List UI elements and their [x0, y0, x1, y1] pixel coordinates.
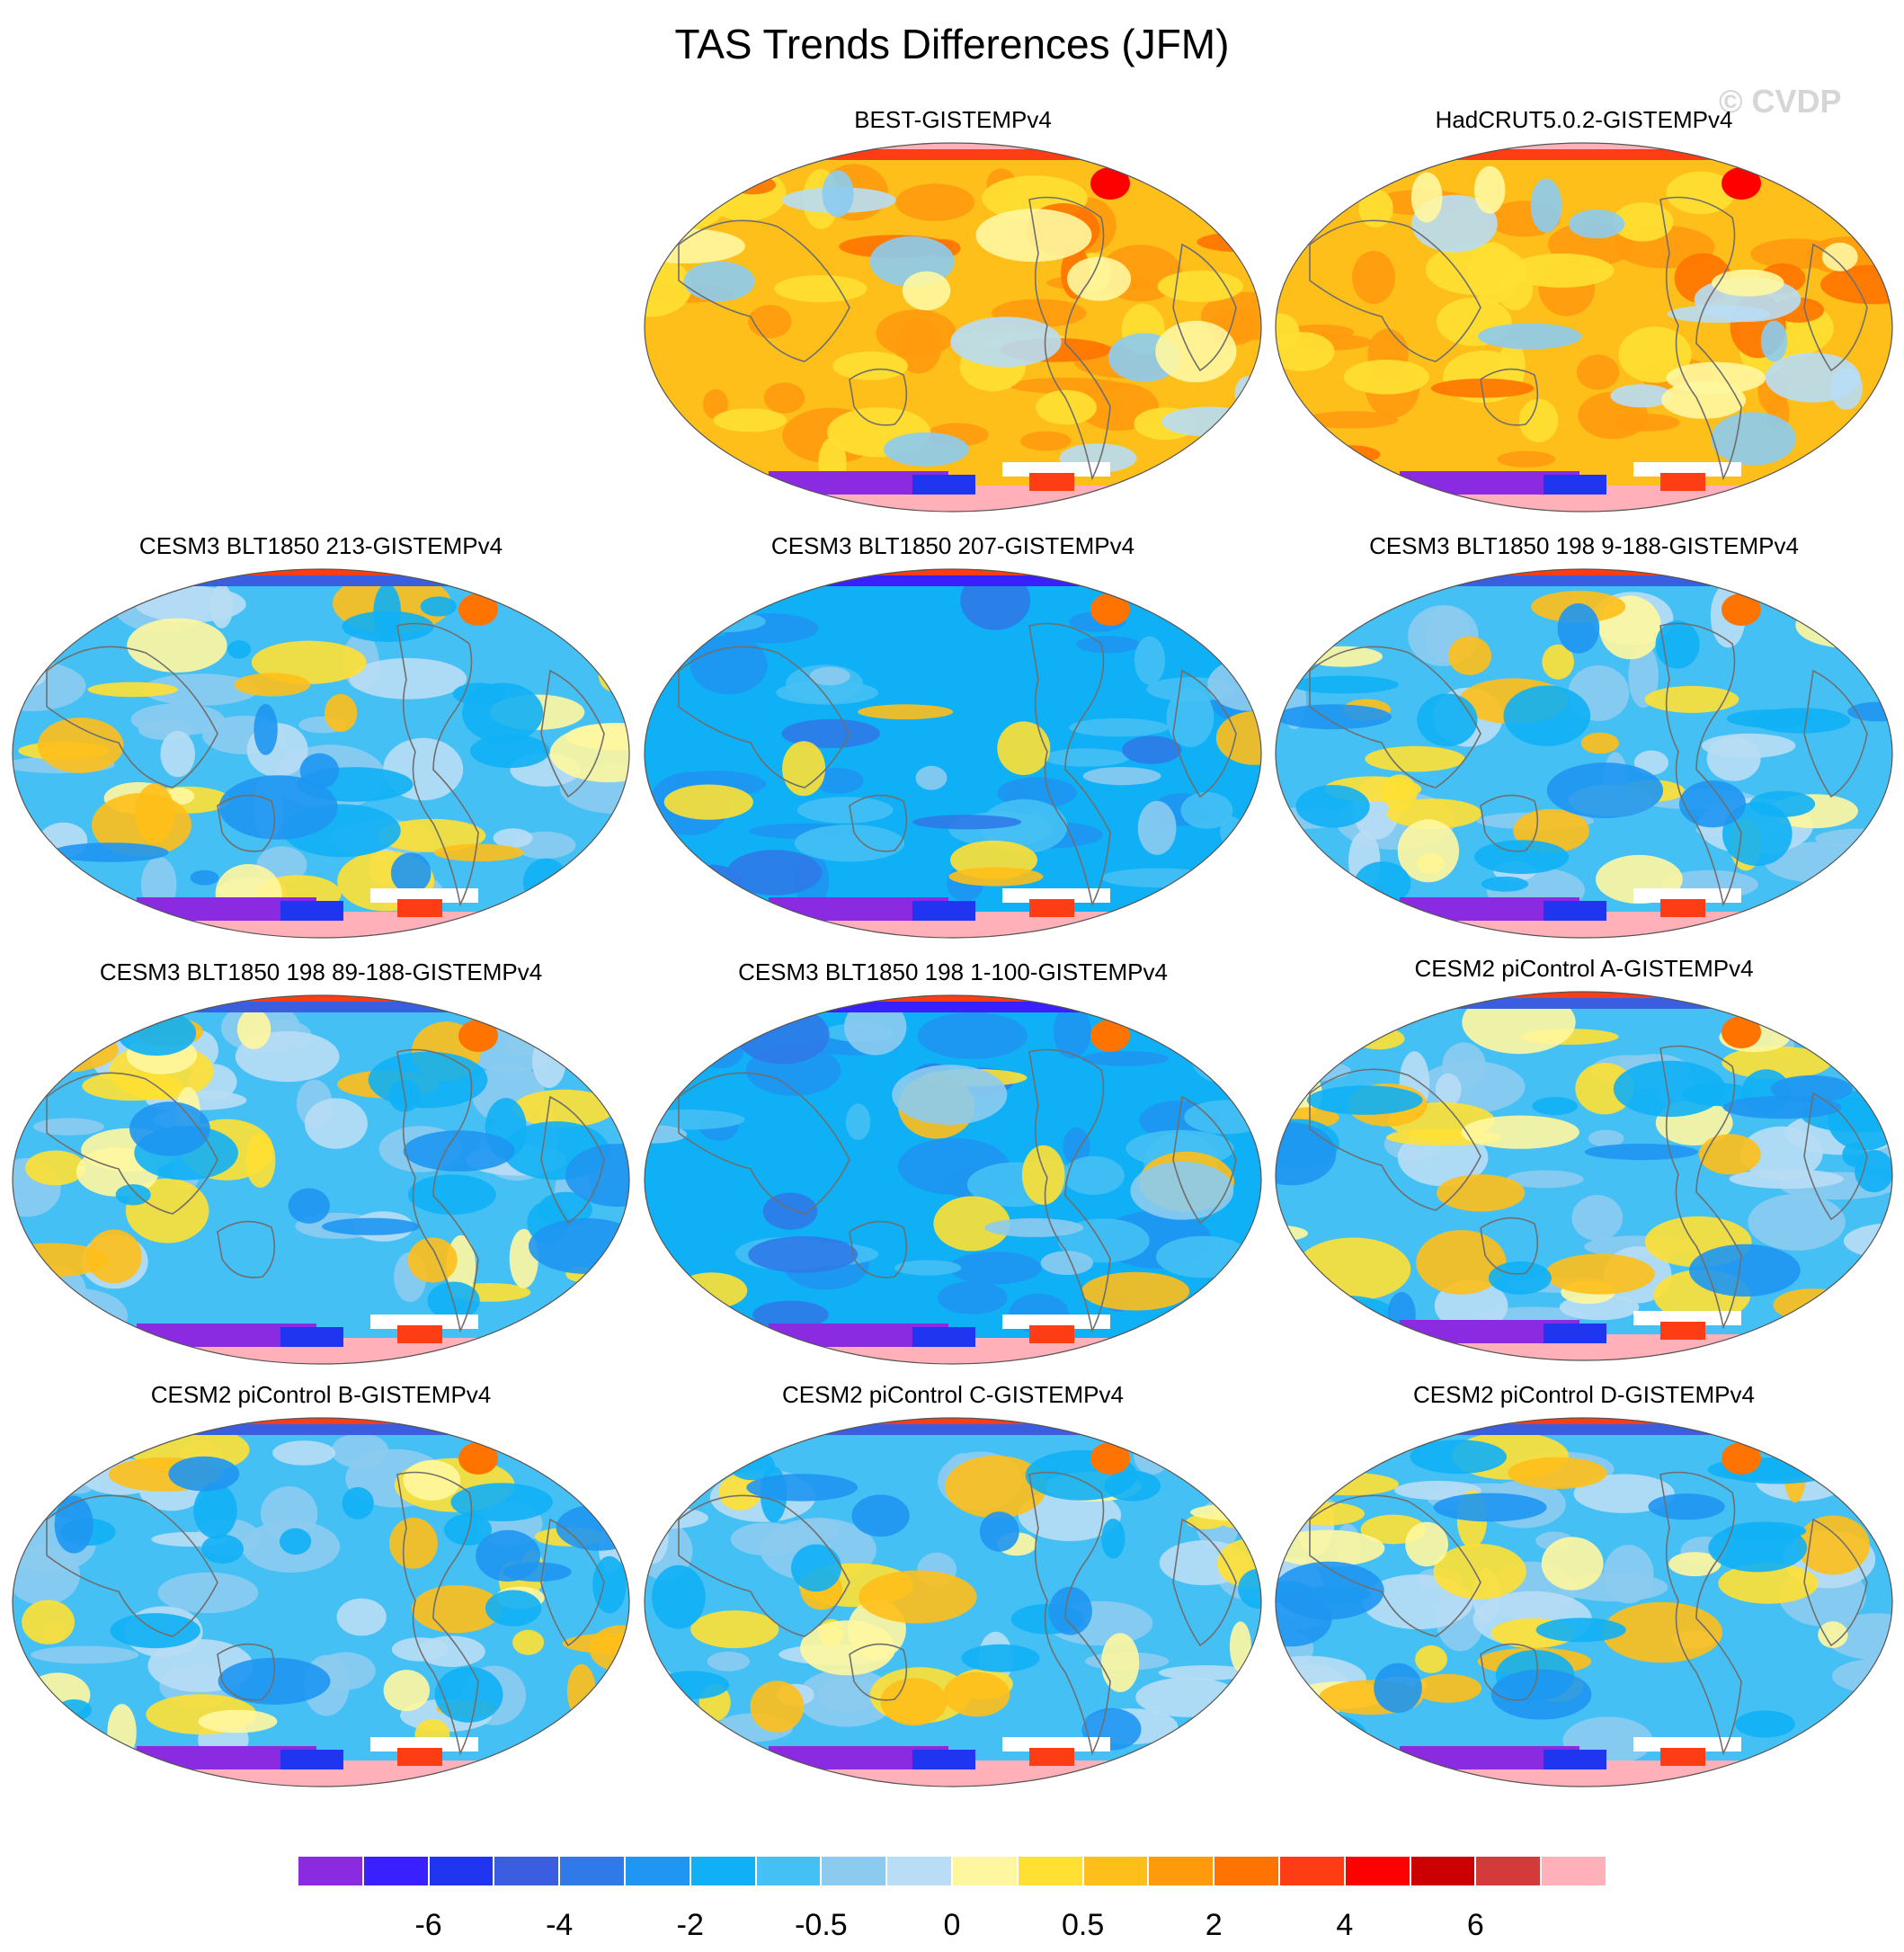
colorbar-swatch [951, 1856, 1018, 1886]
panel-title: HadCRUT5.0.2-GISTEMPv4 [1435, 106, 1733, 133]
colorbar-label: 0 [943, 1908, 961, 1942]
map-cesm3-198-1-100 [644, 994, 1262, 1365]
map-panel-hadcrut: HadCRUT5.0.2-GISTEMPv4 [1274, 106, 1894, 513]
panel-title: CESM2 piControl B-GISTEMPv4 [150, 1381, 492, 1408]
colorbar-swatch [428, 1856, 494, 1886]
map-panel-cesm3-198-9-188: CESM3 BLT1850 198 9-188-GISTEMPv4 [1274, 532, 1894, 939]
map-cesm2-c [644, 1417, 1262, 1787]
colorbar-swatch [298, 1856, 363, 1886]
colorbar-swatch [1082, 1856, 1149, 1886]
map-panel-cesm2-a: CESM2 piControl A-GISTEMPv4 [1274, 955, 1894, 1361]
colorbar-label: -6 [414, 1908, 442, 1942]
colorbar-swatch [1278, 1856, 1345, 1886]
colorbar-swatch [821, 1856, 887, 1886]
panel-title: CESM3 BLT1850 207-GISTEMPv4 [770, 532, 1135, 559]
figure-title: TAS Trends Differences (JFM) [674, 21, 1230, 67]
colorbar-label: 4 [1336, 1908, 1354, 1942]
map-panel-cesm2-d: CESM2 piControl D-GISTEMPv4 [1274, 1381, 1894, 1787]
colorbar-swatch [1410, 1856, 1476, 1886]
map-cesm2-d [1275, 1417, 1893, 1787]
panel-title: BEST-GISTEMPv4 [854, 106, 1052, 133]
panel-title: CESM3 BLT1850 198 89-188-GISTEMPv4 [99, 958, 543, 985]
map-panel-cesm3-207: CESM3 BLT1850 207-GISTEMPv4 [643, 532, 1263, 939]
colorbar-swatch [362, 1856, 429, 1886]
map-cesm3-207 [644, 568, 1262, 939]
cvdp-watermark: © CVDP [1719, 83, 1842, 120]
colorbar-swatch [1541, 1856, 1606, 1886]
map-cesm2-a [1275, 991, 1893, 1361]
colorbar-swatch [886, 1856, 952, 1886]
panel-title: CESM2 piControl C-GISTEMPv4 [782, 1381, 1124, 1408]
colorbar: -6 -4 -2 -0.5 0 0.5 2 4 6 [298, 1856, 1606, 1946]
colorbar-swatch [690, 1856, 756, 1886]
colorbar-swatch [755, 1856, 822, 1886]
map-panel-best: BEST-GISTEMPv4 [643, 106, 1263, 513]
map-cesm3-198-89-188 [12, 994, 630, 1365]
map-cesm3-213 [12, 568, 630, 939]
colorbar-swatch [559, 1856, 625, 1886]
colorbar-swatch [1148, 1856, 1214, 1886]
map-cesm2-b [12, 1417, 630, 1787]
map-panel-cesm2-c: CESM2 piControl C-GISTEMPv4 [643, 1381, 1263, 1787]
panel-title: CESM3 BLT1850 198 1-100-GISTEMPv4 [738, 958, 1168, 985]
colorbar-swatch [624, 1856, 690, 1886]
panel-title: CESM2 piControl D-GISTEMPv4 [1413, 1381, 1755, 1408]
colorbar-label: 6 [1466, 1908, 1484, 1942]
colorbar-swatch [1214, 1856, 1279, 1886]
colorbar-swatch [1475, 1856, 1542, 1886]
map-panel-cesm2-b: CESM2 piControl B-GISTEMPv4 [11, 1381, 631, 1787]
colorbar-label: 2 [1205, 1908, 1223, 1942]
map-panel-cesm3-213: CESM3 BLT1850 213-GISTEMPv4 [11, 532, 631, 939]
colorbar-label: -0.5 [795, 1908, 848, 1942]
colorbar-swatch [1017, 1856, 1083, 1886]
map-panel-cesm3-198-1-100: CESM3 BLT1850 198 1-100-GISTEMPv4 [643, 958, 1263, 1365]
colorbar-label: 0.5 [1061, 1908, 1105, 1942]
colorbar-swatch [494, 1856, 560, 1886]
colorbar-swatch [1344, 1856, 1410, 1886]
panel-title: CESM3 BLT1850 213-GISTEMPv4 [138, 532, 503, 559]
colorbar-label: -4 [546, 1908, 574, 1942]
panel-title: CESM2 piControl A-GISTEMPv4 [1414, 955, 1754, 982]
colorbar-boxes [298, 1856, 1606, 1888]
map-best [644, 142, 1262, 513]
panel-title: CESM3 BLT1850 198 9-188-GISTEMPv4 [1369, 532, 1799, 559]
colorbar-label: -2 [676, 1908, 704, 1942]
map-cesm3-198-9-188 [1275, 568, 1893, 939]
map-hadcrut [1275, 142, 1893, 513]
map-panel-cesm3-198-89-188: CESM3 BLT1850 198 89-188-GISTEMPv4 [11, 958, 631, 1365]
